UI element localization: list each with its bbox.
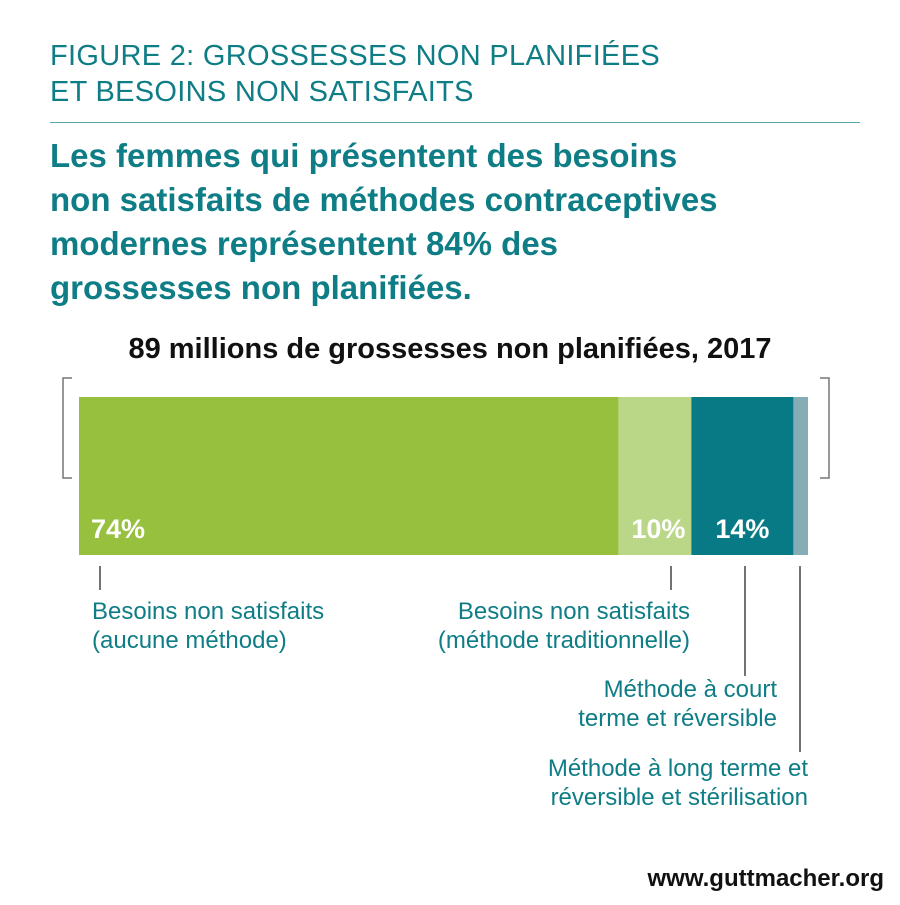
- chart-title: 89 millions de grossesses non planifiées…: [128, 333, 772, 365]
- header-divider: [50, 122, 860, 123]
- figure-label-line-2: ET BESOINS NON SATISFAITS: [50, 76, 474, 108]
- category-label-4: Méthode à long terme et réversible et sté…: [548, 755, 808, 811]
- figure-label-line-1: FIGURE 2: GROSSESSES NON PLANIFIÉES: [50, 40, 660, 72]
- category-label-3: Méthode à court terme et réversible: [578, 676, 777, 732]
- bracket-right: [820, 377, 830, 479]
- data-label-3: 14%: [715, 514, 769, 544]
- figure-label: FIGURE 2: GROSSESSES NON PLANIFIÉES ET B…: [50, 38, 850, 110]
- bar-segment-1: [79, 397, 619, 555]
- category-label-1: Besoins non satisfaits (aucune méthode): [92, 598, 324, 654]
- bar-segment-2: [618, 397, 692, 555]
- source-url: www.guttmacher.org: [647, 865, 884, 892]
- bar-segment-4: [793, 397, 808, 555]
- headline-line-4: grossesses non planifiées.: [50, 269, 472, 306]
- category-label-2: Besoins non satisfaits (méthode tradition…: [438, 598, 690, 654]
- headline-line-1: Les femmes qui présentent des besoins: [50, 137, 678, 174]
- headline-line-3: modernes représentent 84% des: [50, 225, 559, 262]
- data-label-2: 10%: [631, 514, 685, 544]
- bar-segment-3: [691, 397, 794, 555]
- data-label-1: 74%: [91, 514, 145, 544]
- headline-line-2: non satisfaits de méthodes contraceptive…: [50, 181, 718, 218]
- headline: Les femmes qui présentent des besoins no…: [50, 134, 870, 310]
- bracket-left: [62, 377, 72, 479]
